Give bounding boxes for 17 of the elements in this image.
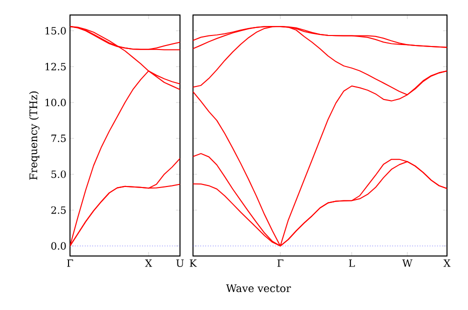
y-tick-label: 5.0 [51,170,66,178]
y-tick-label: 2.5 [51,206,66,214]
y-tick-label: 10.0 [46,98,66,106]
y-tick-label: 15.0 [46,27,66,35]
x-tick-label: K [190,260,197,267]
x-tick-label: U [176,260,184,267]
x-tick-label: X [145,260,152,267]
x-tick-label: Γ [277,260,284,267]
y-tick-label: 0.0 [51,242,66,250]
x-tick-label: L [348,260,355,267]
y-axis-title: Frequency (THz) [29,92,40,180]
x-tick-label: W [402,260,412,267]
x-tick-label: Γ [67,260,74,267]
x-axis-title: Wave vector [226,284,291,292]
x-tick-label: X [444,260,451,267]
y-tick-label: 12.5 [46,62,66,70]
y-tick-label: 7.5 [51,134,66,142]
